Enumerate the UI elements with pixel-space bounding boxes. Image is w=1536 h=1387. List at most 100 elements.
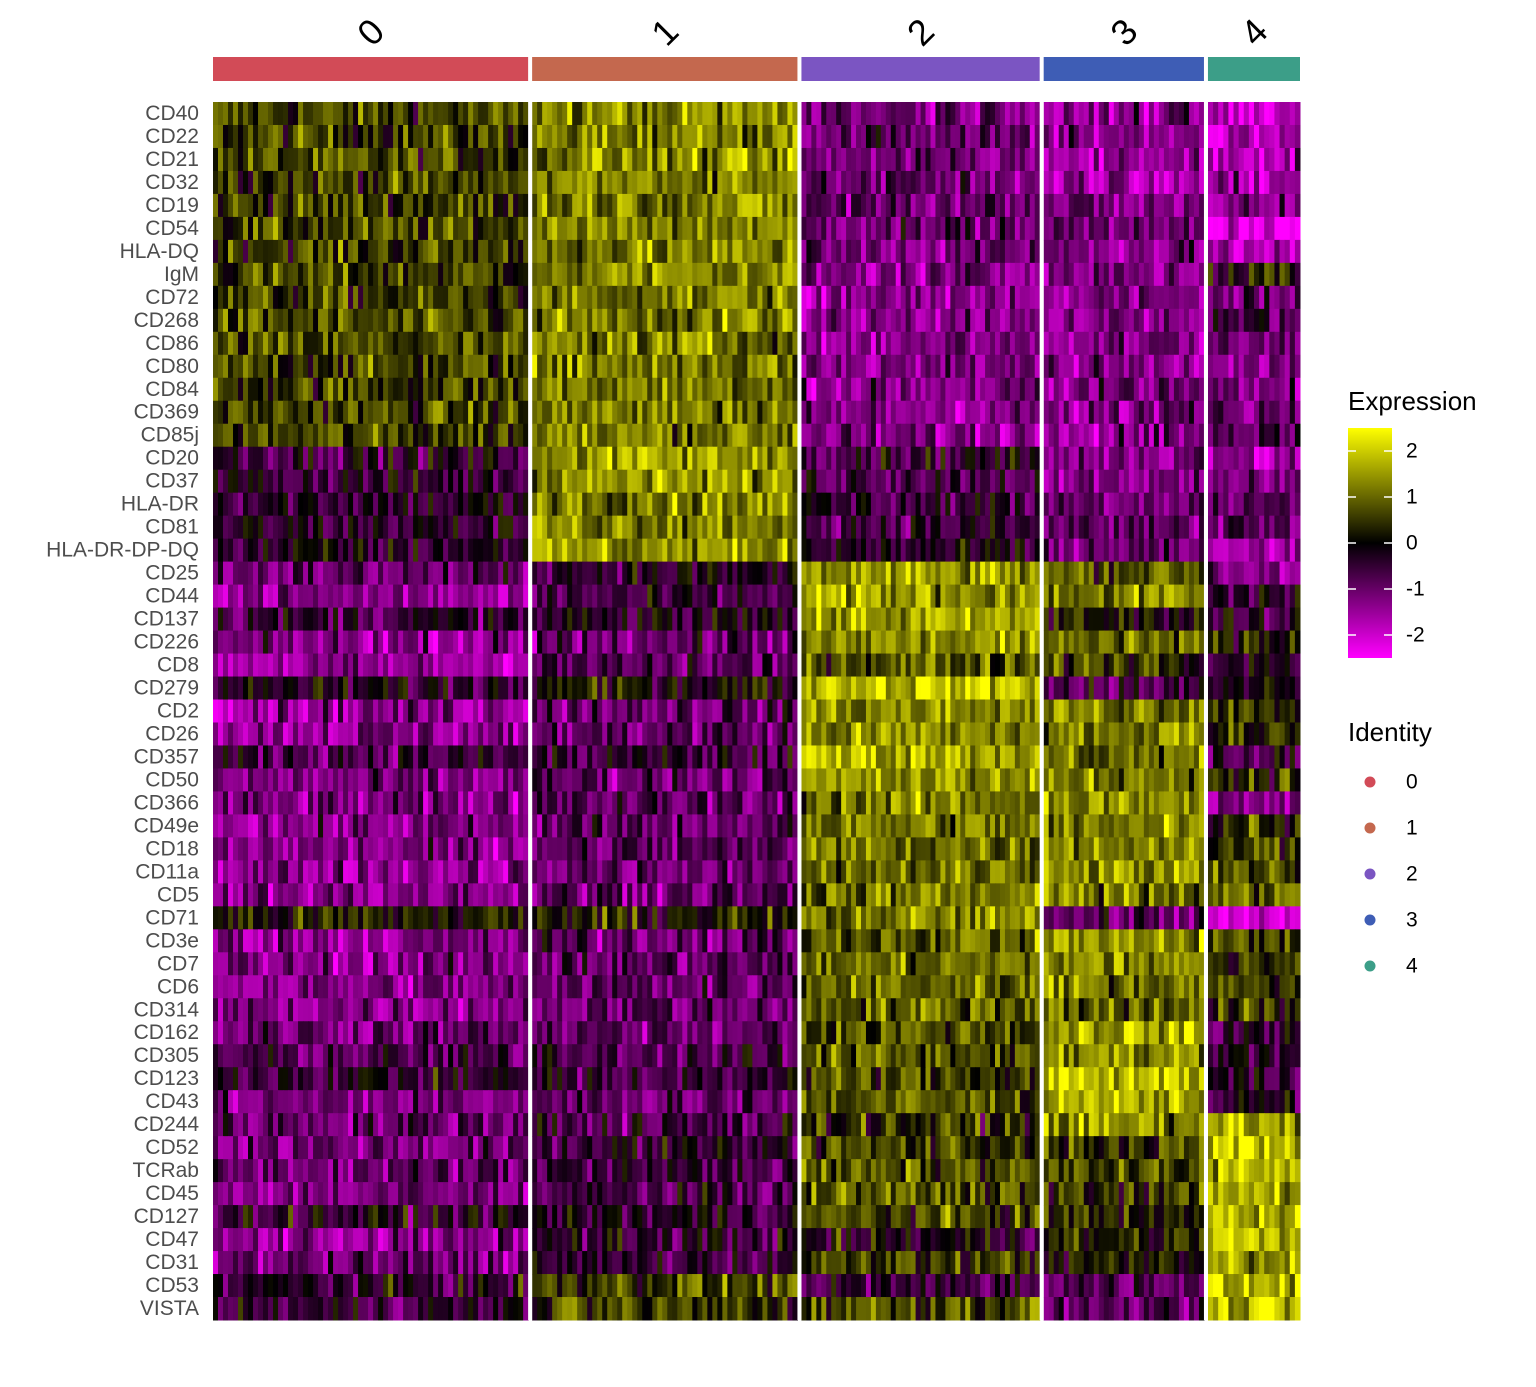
heatmap-cell (433, 561, 439, 586)
heatmap-cell (438, 1159, 444, 1183)
heatmap-cell (567, 354, 573, 379)
heatmap-cell (792, 607, 798, 632)
heatmap-cell (298, 860, 304, 884)
heatmap-cell (572, 377, 578, 402)
heatmap-cell (373, 170, 379, 195)
heatmap-cell (777, 262, 783, 287)
heatmap-cell (338, 285, 344, 310)
heatmap-cell (732, 446, 738, 471)
heatmap-cell (493, 929, 499, 953)
heatmap-cell (493, 1274, 499, 1298)
heatmap-cell (393, 1044, 399, 1068)
heatmap-cell (508, 653, 514, 678)
heatmap-cell (218, 331, 224, 356)
heatmap-cell (453, 193, 459, 218)
heatmap-cell (333, 308, 339, 333)
heatmap-cell (513, 722, 519, 746)
heatmap-cell (288, 1297, 294, 1321)
heatmap-cell (458, 262, 464, 287)
heatmap-cell (513, 377, 519, 402)
heatmap-cell (443, 262, 449, 287)
heatmap-cell (478, 102, 484, 126)
heatmap-cell (587, 262, 593, 287)
heatmap-cell (363, 1251, 369, 1275)
heatmap-cell (537, 354, 543, 379)
heatmap-cell (562, 308, 568, 333)
heatmap-cell (552, 331, 558, 356)
heatmap-cell (453, 515, 459, 540)
heatmap-cell (323, 998, 329, 1022)
heatmap-cell (248, 515, 254, 540)
heatmap-cell (368, 676, 374, 701)
heatmap-cell (318, 285, 324, 310)
heatmap-cell (493, 1136, 499, 1160)
heatmap-cell (592, 262, 598, 287)
heatmap-cell (343, 906, 349, 930)
heatmap-cell (777, 124, 783, 149)
heatmap-cell (498, 1251, 504, 1275)
heatmap-cell (747, 469, 753, 494)
heatmap-cell (572, 814, 578, 838)
heatmap-cell (423, 607, 429, 632)
heatmap-cell (672, 377, 678, 402)
heatmap-cell (223, 837, 229, 861)
heatmap-cell (562, 102, 568, 126)
heatmap-cell (682, 791, 688, 815)
heatmap-cell (532, 653, 538, 678)
heatmap-cell (782, 630, 788, 655)
heatmap-cell (547, 653, 553, 678)
heatmap-cell (338, 354, 344, 379)
heatmap-cell (682, 584, 688, 609)
heatmap-cell (448, 492, 454, 517)
heatmap-cell (403, 998, 409, 1022)
heatmap-cell (433, 262, 439, 287)
heatmap-cell (213, 262, 219, 287)
heatmap-cell (597, 607, 603, 632)
heatmap-cell (233, 952, 239, 976)
heatmap-cell (617, 538, 623, 563)
heatmap-cell (333, 377, 339, 402)
heatmap-cell (702, 768, 708, 792)
heatmap-cell (213, 837, 219, 861)
heatmap-cell (547, 492, 553, 517)
heatmap-cell (592, 561, 598, 586)
heatmap-cell (388, 630, 394, 655)
heatmap-cell (602, 653, 608, 678)
heatmap-cell (518, 653, 524, 678)
heatmap-cell (483, 423, 489, 448)
heatmap-cell (567, 768, 573, 792)
heatmap-cell (532, 722, 538, 746)
heatmap-cell (333, 124, 339, 149)
heatmap-cell (622, 676, 628, 701)
heatmap-cell (243, 147, 249, 172)
heatmap-cell (218, 860, 224, 884)
heatmap-cell (513, 676, 519, 701)
heatmap-cell (717, 423, 723, 448)
heatmap-cell (398, 170, 404, 195)
heatmap-cell (368, 1113, 374, 1137)
heatmap-cell (752, 147, 758, 172)
heatmap-cell (732, 653, 738, 678)
heatmap-cell (408, 676, 414, 701)
heatmap-cell (458, 1228, 464, 1252)
heatmap-cell (657, 331, 663, 356)
heatmap-cell (378, 584, 384, 609)
heatmap-cell (742, 676, 748, 701)
heatmap-cell (338, 952, 344, 976)
heatmap-cell (273, 860, 279, 884)
heatmap-cell (288, 952, 294, 976)
heatmap-cell (218, 1090, 224, 1114)
heatmap-cell (622, 492, 628, 517)
heatmap-cell (792, 147, 798, 172)
heatmap-cell (582, 791, 588, 815)
heatmap-cell (408, 354, 414, 379)
heatmap-cell (328, 377, 334, 402)
heatmap-cell (373, 308, 379, 333)
heatmap-cell (333, 1297, 339, 1321)
heatmap-cell (777, 102, 783, 126)
heatmap-cell (218, 952, 224, 976)
heatmap-cell (622, 423, 628, 448)
heatmap-cell (313, 1067, 319, 1091)
heatmap-cell (323, 975, 329, 999)
heatmap-cell (343, 492, 349, 517)
